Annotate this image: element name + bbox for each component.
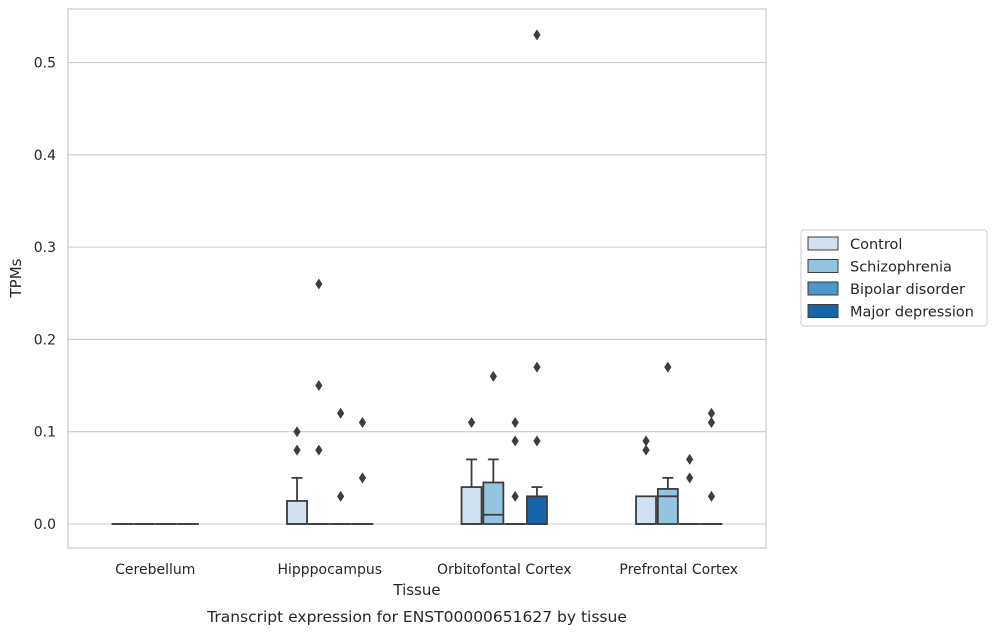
y-tick-label: 0.2 <box>34 332 56 348</box>
outlier-point <box>359 417 366 428</box>
y-tick-label: 0.0 <box>34 517 56 533</box>
box-3-1 <box>658 362 678 524</box>
box-2-1 <box>483 371 503 524</box>
boxes-layer <box>113 29 722 524</box>
box-1-2 <box>331 408 351 524</box>
outlier-point <box>708 491 715 502</box>
outlier-point <box>512 417 519 428</box>
box-body <box>527 496 547 524</box>
box-body <box>658 489 678 524</box>
y-tick-label: 0.5 <box>34 56 56 72</box>
y-axis-label: TPMs <box>7 258 25 298</box>
box-1-1 <box>309 279 329 524</box>
x-tick-label: Hipppocampus <box>277 562 382 578</box>
x-axis-label: Tissue <box>392 581 440 599</box>
box-body <box>462 487 482 524</box>
x-tick-label: Cerebellum <box>115 562 195 578</box>
legend-label: Bipolar disorder <box>850 282 965 298</box>
outlier-point <box>315 445 322 456</box>
outlier-point <box>512 435 519 446</box>
grid-layer <box>68 63 766 524</box>
box-body <box>636 496 656 524</box>
outlier-point <box>293 426 300 437</box>
box-2-0 <box>462 417 482 524</box>
legend-label: Schizophrenia <box>850 260 952 276</box>
outlier-point <box>468 417 475 428</box>
box-body <box>287 501 307 524</box>
outlier-point <box>533 362 540 373</box>
outlier-point <box>337 491 344 502</box>
x-tick-label: Prefrontal Cortex <box>619 562 738 578</box>
legend-swatch <box>808 305 838 318</box>
box-1-3 <box>352 417 372 524</box>
legend-label: Control <box>850 237 902 253</box>
outlier-point <box>359 472 366 483</box>
box-2-3 <box>527 29 547 524</box>
y-tick-label: 0.4 <box>34 148 56 164</box>
legend-swatch <box>808 237 838 250</box>
outlier-point <box>686 472 693 483</box>
legend-swatch <box>808 282 838 295</box>
legend-swatch <box>808 260 838 273</box>
outlier-point <box>293 445 300 456</box>
box-body <box>483 482 503 524</box>
outlier-point <box>315 279 322 290</box>
legend-label: Major depression <box>850 305 974 321</box>
y-tick-labels: 0.0 0.1 0.2 0.3 0.4 0.5 <box>34 56 56 533</box>
x-tick-label: Orbitofontal Cortex <box>437 562 572 578</box>
outlier-point <box>512 491 519 502</box>
box-2-2 <box>505 417 525 524</box>
outlier-point <box>642 435 649 446</box>
y-tick-label: 0.3 <box>34 240 56 256</box>
outlier-point <box>337 408 344 419</box>
plot-frame <box>68 9 766 548</box>
outlier-point <box>686 454 693 465</box>
outlier-point <box>664 362 671 373</box>
x-tick-labels: Cerebellum Hipppocampus Orbitofontal Corte… <box>115 562 738 578</box>
box-1-0 <box>287 426 307 524</box>
box-3-0 <box>636 435 656 524</box>
y-tick-label: 0.1 <box>34 425 56 441</box>
outlier-point <box>533 29 540 40</box>
chart-caption: Transcript expression for ENST0000065162… <box>206 608 627 626</box>
box-3-3 <box>701 408 721 524</box>
box-3-2 <box>680 454 700 524</box>
outlier-point <box>533 435 540 446</box>
outlier-point <box>490 371 497 382</box>
outlier-point <box>315 380 322 391</box>
legend: Control Schizophrenia Bipolar disorder Majo… <box>801 230 987 326</box>
outlier-point <box>708 408 715 419</box>
